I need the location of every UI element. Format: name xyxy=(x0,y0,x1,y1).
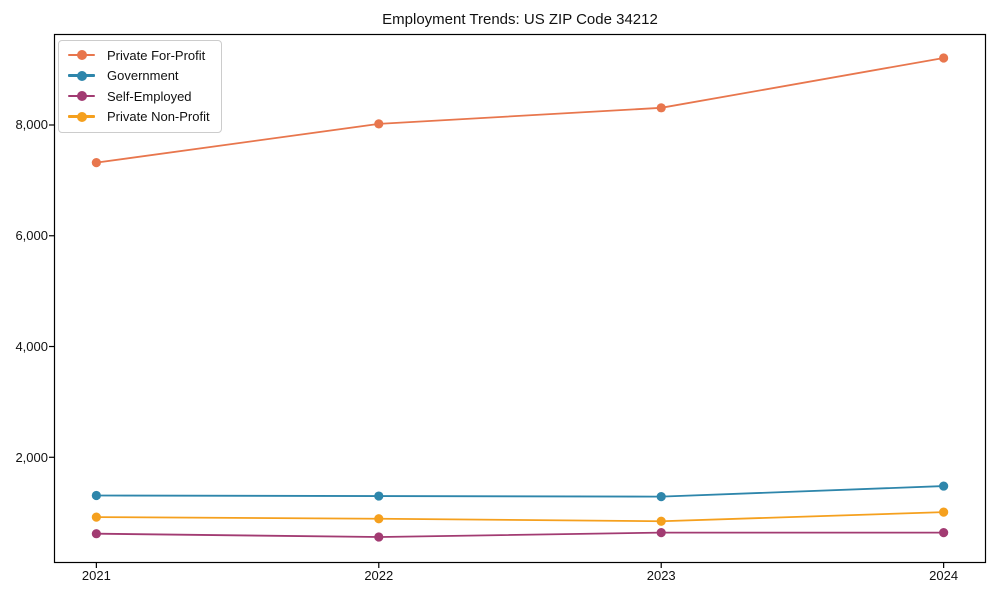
legend-label: Government xyxy=(107,68,179,84)
x-tick-label: 2023 xyxy=(646,568,676,583)
series-line-2 xyxy=(95,531,945,538)
y-tick-label: 4,000 xyxy=(15,339,48,354)
data-point xyxy=(374,119,384,129)
series-line-1 xyxy=(95,485,945,498)
x-tick-label: 2021 xyxy=(81,568,111,583)
legend-label: Self-Employed xyxy=(107,88,192,104)
series-line-3 xyxy=(95,511,945,523)
legend-item-government: Government xyxy=(68,66,210,87)
y-tick-label: 2,000 xyxy=(15,449,48,465)
data-point xyxy=(374,491,384,501)
data-point xyxy=(939,527,949,538)
series-line-0 xyxy=(95,57,945,164)
data-point xyxy=(656,516,666,526)
data-point xyxy=(374,514,384,524)
legend: Private For-Profit Government Self-Emplo… xyxy=(58,40,222,133)
x-tick-label: 2024 xyxy=(929,568,959,583)
data-point xyxy=(91,529,101,539)
line-marker-icon xyxy=(68,50,95,61)
data-point xyxy=(939,507,949,517)
legend-item-private-for-profit: Private For-Profit xyxy=(68,45,210,66)
line-marker-icon xyxy=(68,70,95,81)
legend-item-private-non-profit: Private Non-Profit xyxy=(68,107,210,128)
x-tick-label: 2022 xyxy=(364,568,394,583)
line-marker-icon xyxy=(68,91,95,102)
data-point xyxy=(91,512,101,522)
y-tick-label: 6,000 xyxy=(15,228,48,244)
data-point xyxy=(656,491,666,502)
data-point xyxy=(91,490,101,501)
data-point xyxy=(656,103,666,113)
data-point xyxy=(939,481,949,491)
legend-item-self-employed: Self-Employed xyxy=(68,86,210,107)
axes-frame xyxy=(53,33,987,564)
legend-label: Private Non-Profit xyxy=(107,109,210,125)
legend-label: Private For-Profit xyxy=(107,47,206,63)
chart-title: Employment Trends: US ZIP Code 34212 xyxy=(382,11,658,28)
data-point xyxy=(939,53,949,63)
data-point xyxy=(91,158,101,168)
line-marker-icon xyxy=(68,111,95,122)
y-tick-label: 8,000 xyxy=(15,117,48,133)
data-point xyxy=(656,527,666,538)
data-point xyxy=(374,532,384,542)
